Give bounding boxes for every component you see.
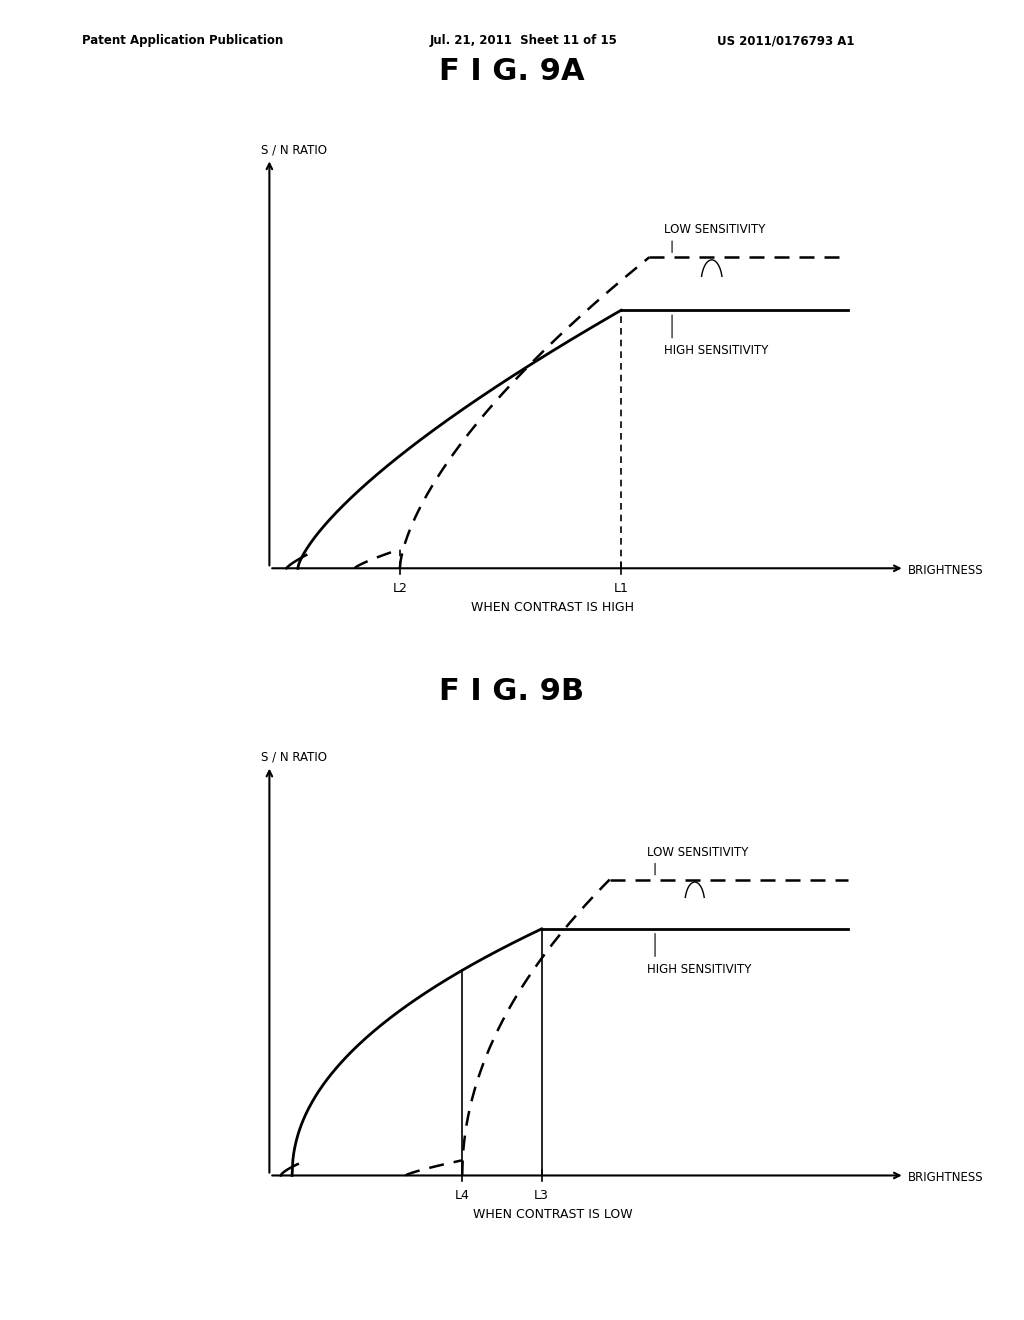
Text: L1: L1: [613, 582, 629, 594]
Text: L4: L4: [455, 1189, 470, 1201]
Text: F I G. 9B: F I G. 9B: [439, 677, 585, 706]
Text: BRIGHTNESS: BRIGHTNESS: [907, 1171, 983, 1184]
Text: LOW SENSITIVITY: LOW SENSITIVITY: [646, 846, 748, 859]
Text: Patent Application Publication: Patent Application Publication: [82, 34, 284, 48]
Text: S / N RATIO: S / N RATIO: [261, 144, 327, 157]
Text: L3: L3: [535, 1189, 549, 1201]
Text: F I G. 9A: F I G. 9A: [439, 57, 585, 86]
Text: WHEN CONTRAST IS HIGH: WHEN CONTRAST IS HIGH: [471, 601, 635, 614]
Text: S / N RATIO: S / N RATIO: [261, 751, 327, 764]
Text: L2: L2: [392, 582, 408, 594]
Text: US 2011/0176793 A1: US 2011/0176793 A1: [717, 34, 854, 48]
Text: BRIGHTNESS: BRIGHTNESS: [907, 564, 983, 577]
Text: HIGH SENSITIVITY: HIGH SENSITIVITY: [664, 345, 768, 358]
Text: LOW SENSITIVITY: LOW SENSITIVITY: [664, 223, 765, 236]
Text: HIGH SENSITIVITY: HIGH SENSITIVITY: [646, 964, 751, 975]
Text: Jul. 21, 2011  Sheet 11 of 15: Jul. 21, 2011 Sheet 11 of 15: [430, 34, 617, 48]
Text: WHEN CONTRAST IS LOW: WHEN CONTRAST IS LOW: [473, 1208, 633, 1221]
